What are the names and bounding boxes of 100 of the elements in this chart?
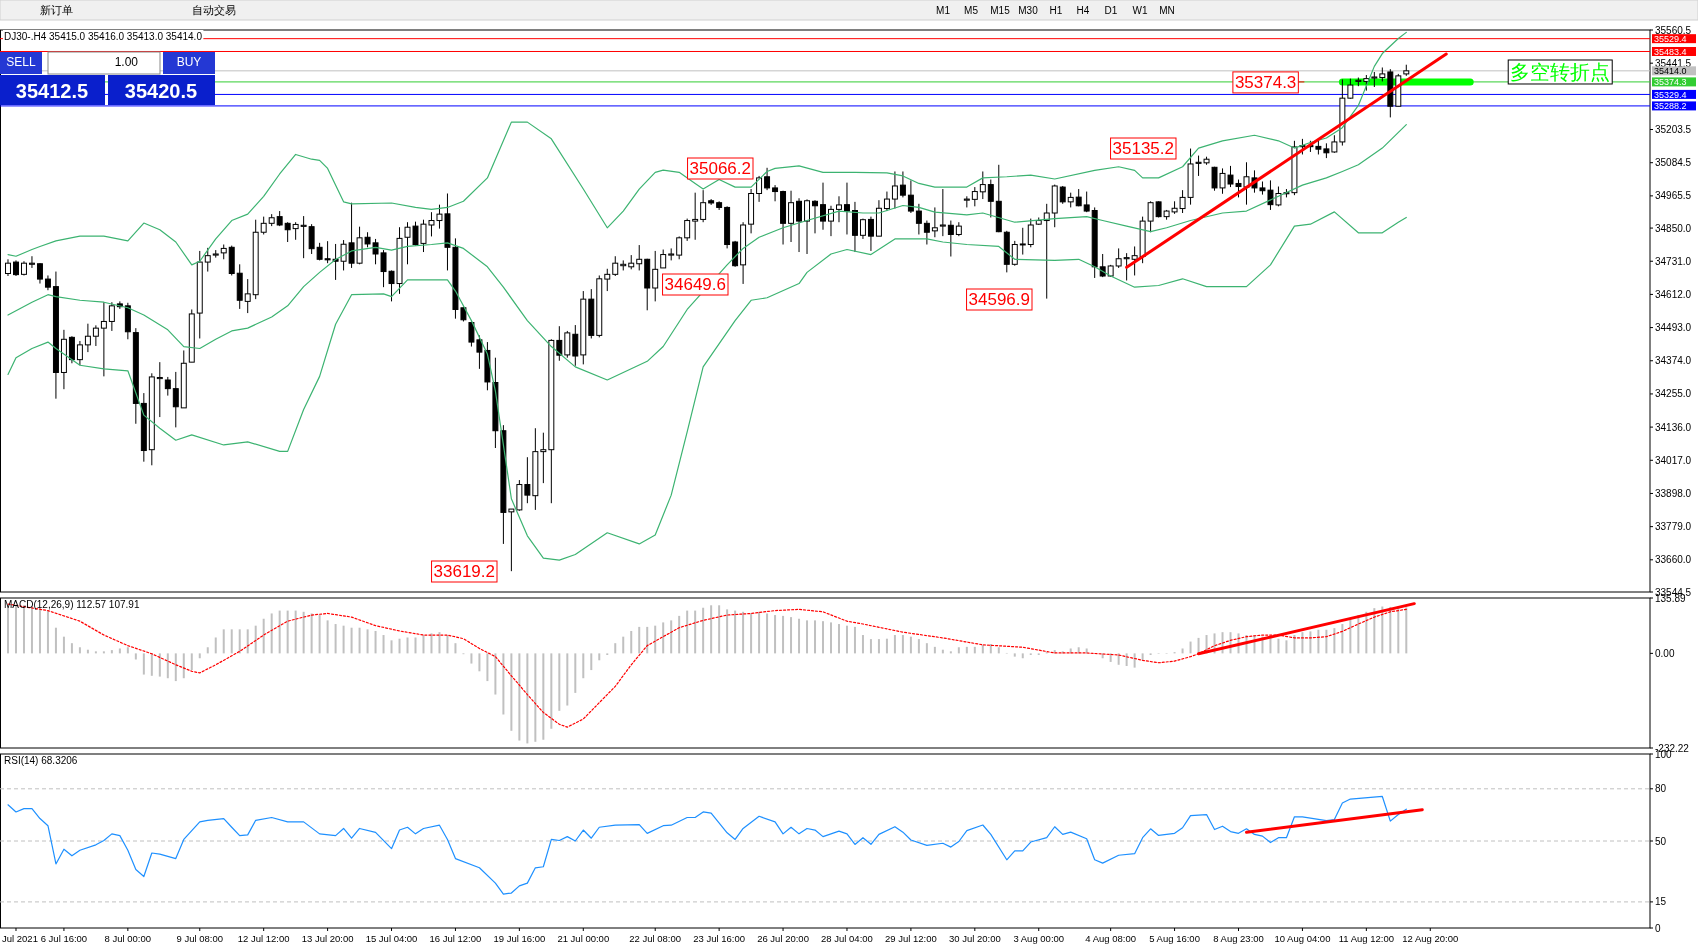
y-tick-label: 34136.0 <box>1655 421 1692 433</box>
bar <box>1021 653 1024 659</box>
x-tick-label: 23 Jul 16:00 <box>693 933 746 944</box>
annotation: 35374.3 <box>1234 72 1297 92</box>
bar <box>446 635 449 654</box>
bar <box>893 635 896 654</box>
bar <box>422 635 425 654</box>
candlestick <box>756 175 763 203</box>
candlestick <box>764 167 771 191</box>
y-tick-label: 35560.5 <box>1655 24 1692 36</box>
bar <box>302 611 305 654</box>
x-tick-label: 26 Jul 20:00 <box>757 933 809 944</box>
bar <box>486 653 489 682</box>
bar <box>790 617 793 654</box>
candlestick <box>540 432 547 484</box>
bar <box>981 644 984 654</box>
bar <box>742 611 745 654</box>
bar <box>190 653 193 671</box>
bar <box>830 622 832 654</box>
candlestick <box>660 249 667 269</box>
bar <box>1085 648 1088 654</box>
bar <box>686 610 689 654</box>
chart-title: MACD(12,26,9) 112.57 107.91 <box>4 599 140 610</box>
bar <box>590 653 593 671</box>
bar <box>1317 629 1320 654</box>
bar <box>142 653 145 675</box>
candlestick <box>939 188 946 237</box>
x-tick-label: 29 Jul 12:00 <box>885 933 937 944</box>
candlestick <box>804 198 810 255</box>
y-tick-label: 80 <box>1655 783 1667 795</box>
bar <box>622 636 625 654</box>
candlestick <box>692 192 699 241</box>
bar <box>598 653 601 661</box>
candlestick <box>987 179 994 218</box>
x-tick-label: 30 Jul 20:00 <box>948 933 1001 944</box>
bar <box>901 635 904 654</box>
bar <box>806 620 809 654</box>
y-tick-label: 0.00 <box>1655 647 1675 659</box>
y-tick-label: 34017.0 <box>1655 454 1692 466</box>
x-tick-label: 8 Jul 00:00 <box>104 933 152 944</box>
ref-line-label: 35374.3 <box>1654 77 1687 88</box>
bar <box>294 610 297 654</box>
bar <box>350 627 353 654</box>
bar <box>925 643 928 654</box>
x-tick-label: 4 Aug 08:00 <box>1085 933 1137 944</box>
bar <box>614 643 617 654</box>
bar <box>454 643 457 654</box>
candlestick <box>867 216 874 252</box>
bar <box>510 653 513 731</box>
candlestick <box>812 199 818 234</box>
bar <box>438 632 441 654</box>
bar <box>102 651 105 654</box>
candlestick <box>204 247 211 273</box>
bar <box>238 629 241 654</box>
bar <box>630 630 633 654</box>
candlestick <box>76 340 83 366</box>
annotation: 33619.2 <box>433 562 495 581</box>
bar <box>542 653 545 740</box>
bar <box>278 610 281 654</box>
annotation: 35066.2 <box>689 159 751 178</box>
bar <box>342 625 345 654</box>
bar <box>206 647 209 654</box>
y-tick-label: 34493.0 <box>1655 322 1692 334</box>
bar <box>574 653 577 693</box>
annotation: 1.00 <box>114 55 139 69</box>
candlestick <box>1043 203 1050 300</box>
candlestick <box>556 325 563 362</box>
candlestick <box>68 335 75 364</box>
x-tick-label: 5 Aug 16:00 <box>1149 933 1200 944</box>
bar <box>374 630 377 654</box>
bar <box>845 625 848 654</box>
candlestick <box>971 186 978 207</box>
bar <box>997 647 1000 654</box>
candlestick <box>572 324 579 367</box>
x-tick-label: 19 Jul 16:00 <box>493 933 546 944</box>
candlestick <box>923 220 930 246</box>
bar <box>174 653 177 682</box>
bar <box>1349 618 1352 654</box>
bar <box>1397 606 1400 654</box>
y-tick-label: 34612.0 <box>1655 288 1692 300</box>
bar <box>1277 638 1280 654</box>
bar <box>909 636 912 654</box>
bar <box>550 653 553 729</box>
bar <box>814 620 817 654</box>
bar <box>366 629 369 654</box>
bar <box>286 610 289 654</box>
bar <box>1405 607 1408 654</box>
candlestick <box>844 182 850 235</box>
candlestick <box>796 197 803 253</box>
candlestick <box>1019 227 1026 256</box>
bar <box>1189 641 1192 654</box>
bar <box>861 635 864 654</box>
x-tick-label: 28 Jul 04:00 <box>821 933 873 944</box>
x-tick-label: 22 Jul 08:00 <box>629 933 682 944</box>
bar <box>638 626 641 654</box>
bar <box>150 653 153 676</box>
bar <box>390 640 393 654</box>
bar <box>702 607 705 654</box>
bar <box>1333 628 1336 654</box>
bar <box>933 646 936 654</box>
